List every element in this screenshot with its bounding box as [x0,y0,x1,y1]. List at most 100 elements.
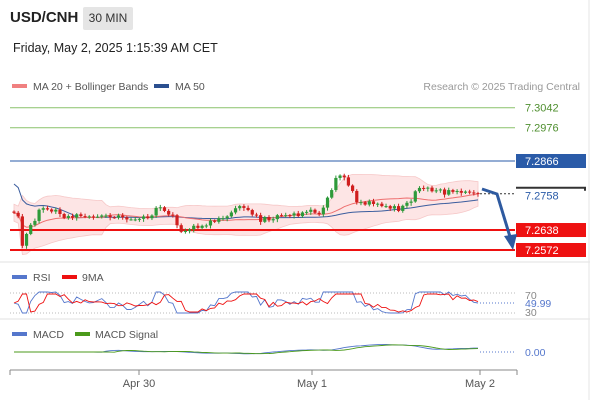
candle-body [167,210,171,215]
candle-body [158,207,162,209]
candle-body [409,201,413,203]
candle-body [187,229,192,231]
candle-body [137,218,142,220]
timeframe-badge[interactable]: 30 MIN [83,7,133,30]
candle-body [196,225,200,228]
candle-body [371,201,376,204]
candle-body [442,189,447,195]
candle-body [438,189,442,191]
bollinger-band [13,174,479,255]
ma20-line [13,193,479,228]
candle-body [430,187,434,192]
level-badge-7.2866 [516,154,586,168]
candle-body [359,202,363,204]
candle-body [392,206,396,209]
candle-body [380,203,384,207]
rsi-line [13,291,479,314]
candle-body [225,216,229,219]
x-axis [9,370,518,375]
candle-body [313,209,317,213]
candle-body [129,219,133,221]
rsi-9ma-line [13,293,479,313]
candle-body [183,230,187,232]
macd-signal-legend-swatch [75,332,90,336]
last-price-marker [516,186,586,191]
macd-signal-legend-label: MACD Signal [95,329,158,341]
candle-body [355,190,359,203]
candle-body [213,220,217,222]
candle-body [162,207,167,211]
forecast-arrowhead [504,234,517,250]
macd-signal-line [14,344,479,355]
macd-value: 0.00 [525,347,546,359]
rsi-value: 49.99 [525,298,551,310]
ma50-legend-swatch [154,84,169,88]
candle-body [96,216,100,218]
candle-body [422,187,426,189]
x-tick-may1: May 1 [297,378,327,390]
candle-body [20,216,24,246]
rsi-level-30: 30 [525,307,537,319]
candle-body [317,212,321,215]
candle-body [426,187,430,189]
x-tick-may2: May 2 [465,378,495,390]
level-label-7.2638: 7.2638 [525,225,559,237]
candle-body [284,215,288,217]
candle-body [217,218,221,222]
level-label-7.2976: 7.2976 [525,123,559,135]
rsi-9ma-legend-label: 9MA [82,272,104,284]
level-label-7.2866: 7.2866 [525,156,559,168]
candle-body [233,208,238,213]
x-tick-apr30: Apr 30 [123,378,155,390]
candle-body [451,190,455,192]
candle-body [376,203,380,205]
candle-body [413,191,417,202]
level-label-7.2572: 7.2572 [525,245,559,257]
candle-body [87,216,91,218]
candle-body [417,187,422,192]
candle-body [146,216,150,219]
candle-body [29,224,33,234]
price-panel: 7.3042 7.2976 7.2866 7.2638 7.2572 7.2758 [10,103,586,257]
candle-body [463,191,468,193]
rsi-legend-swatch [12,275,27,279]
candle-body [330,190,334,198]
forecast-arrow [481,187,513,241]
candle-body [447,190,451,195]
candle-body [434,190,438,192]
candle-body [259,215,263,222]
candle-body [305,211,309,213]
candle-body [346,177,351,186]
candle-body [459,190,463,193]
candle-body [246,207,250,211]
candle-body [221,218,225,220]
level-label-7.3042: 7.3042 [525,103,559,115]
candle-body [263,217,267,222]
candle-body [133,219,137,221]
candle-body [121,215,125,218]
candle-body [24,233,29,246]
candle-body [455,190,459,192]
candle-body [62,213,66,218]
candle-body [83,216,87,218]
candle-body [50,209,54,212]
candle-body [254,214,259,216]
candle-body [41,208,45,210]
candle-body [112,217,116,219]
candle-body [91,216,96,218]
candle-body [154,207,158,216]
candle-body [476,193,480,195]
candle-body [108,215,112,218]
candle-body [321,207,325,215]
candle-body [334,177,338,191]
candle-body [75,214,79,218]
candle-body [363,202,367,205]
candle-body [350,185,355,191]
candle-body [171,214,175,216]
candle-body [150,215,154,219]
rsi-level-70: 70 [525,290,537,302]
candle-body [192,225,196,230]
macd-legend-swatch [12,332,27,336]
candle-body [100,215,104,217]
